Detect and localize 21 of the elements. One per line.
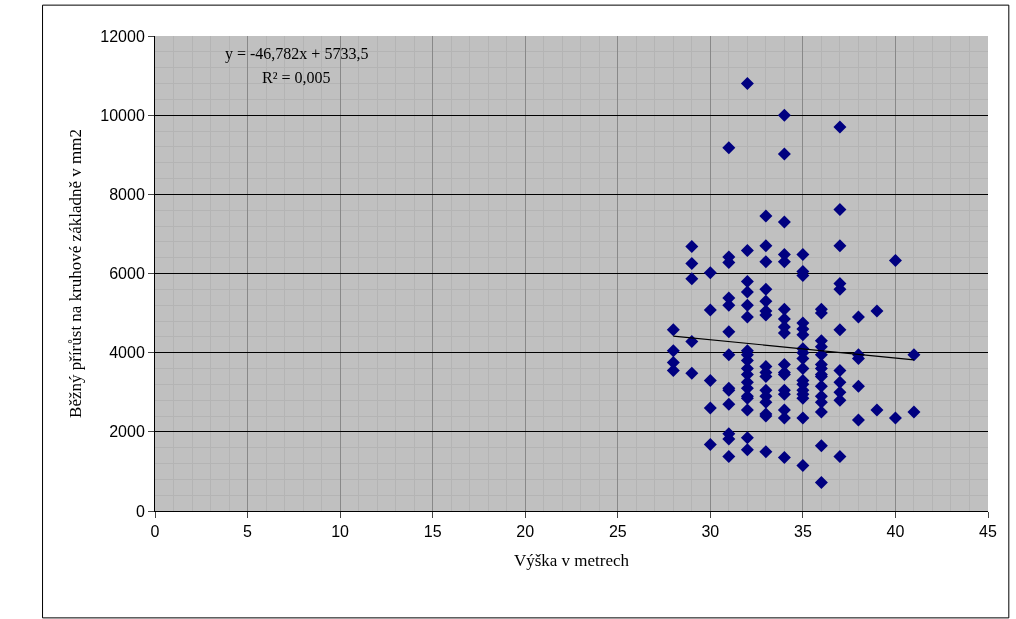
annotation: y = -46,782x + 5733,5 [225,45,369,63]
y-tick-label: 10000 [100,106,145,124]
y-tick-label: 12000 [100,27,145,45]
x-tick-label: 15 [423,523,442,541]
y-tick-label: 6000 [109,265,145,283]
x-tick-label: 40 [886,523,905,541]
x-tick-label: 5 [243,523,253,541]
x-tick-label: 25 [608,523,627,541]
y-tick-label: 8000 [109,185,145,203]
x-tick-label: 20 [516,523,535,541]
y-tick-label: 2000 [109,423,145,441]
y-tick-label: 0 [135,502,145,520]
x-tick-label: 30 [701,523,720,541]
y-axis-title: Běžný přírůst na kruhové základně v mm2 [65,129,85,418]
x-tick-label: 0 [150,523,160,541]
x-tick-label: 35 [793,523,812,541]
x-axis-title: Výška v metrech [513,550,630,570]
y-tick-label: 4000 [109,344,145,362]
x-tick-label: 45 [979,523,997,541]
annotation: R² = 0,005 [262,69,331,86]
x-tick-label: 10 [331,523,350,541]
